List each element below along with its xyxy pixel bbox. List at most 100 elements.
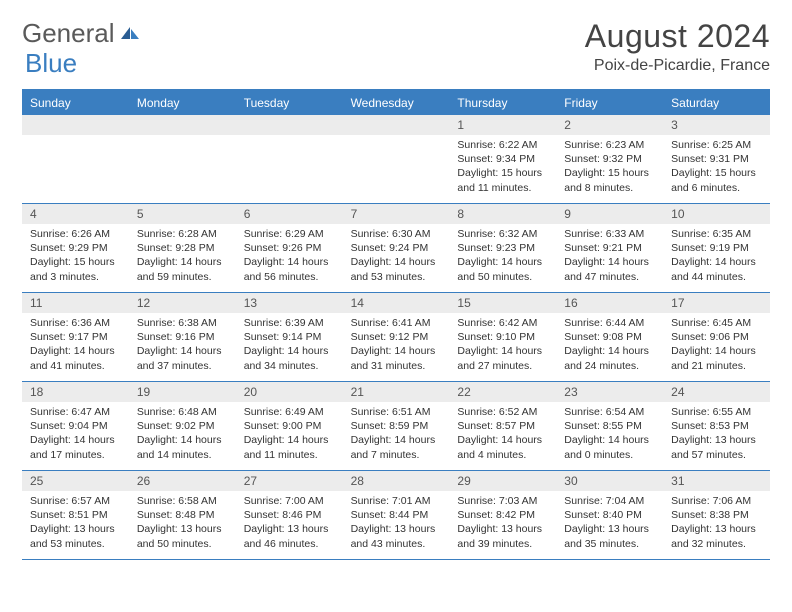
day-line-daylight2: and 50 minutes. <box>137 537 228 551</box>
day-body: Sunrise: 6:42 AMSunset: 9:10 PMDaylight:… <box>449 313 556 378</box>
day-line-daylight2: and 53 minutes. <box>351 270 442 284</box>
day-line-sunset: Sunset: 9:21 PM <box>564 241 655 255</box>
day-line-sunset: Sunset: 9:10 PM <box>457 330 548 344</box>
day-line-daylight1: Daylight: 14 hours <box>457 255 548 269</box>
day-number: 13 <box>236 293 343 313</box>
day-header-cell: Sunday <box>22 91 129 115</box>
day-line-daylight2: and 8 minutes. <box>564 181 655 195</box>
day-cell: 11Sunrise: 6:36 AMSunset: 9:17 PMDayligh… <box>22 293 129 381</box>
day-line-sunset: Sunset: 9:04 PM <box>30 419 121 433</box>
day-line-daylight1: Daylight: 14 hours <box>244 344 335 358</box>
day-line-sunset: Sunset: 8:46 PM <box>244 508 335 522</box>
day-line-daylight2: and 34 minutes. <box>244 359 335 373</box>
day-body: Sunrise: 6:57 AMSunset: 8:51 PMDaylight:… <box>22 491 129 556</box>
day-line-sunset: Sunset: 9:34 PM <box>457 152 548 166</box>
day-line-daylight1: Daylight: 13 hours <box>457 522 548 536</box>
day-body: Sunrise: 6:29 AMSunset: 9:26 PMDaylight:… <box>236 224 343 289</box>
day-cell: 15Sunrise: 6:42 AMSunset: 9:10 PMDayligh… <box>449 293 556 381</box>
day-body: Sunrise: 6:39 AMSunset: 9:14 PMDaylight:… <box>236 313 343 378</box>
day-line-daylight2: and 7 minutes. <box>351 448 442 462</box>
day-line-sunrise: Sunrise: 6:26 AM <box>30 227 121 241</box>
day-cell: 9Sunrise: 6:33 AMSunset: 9:21 PMDaylight… <box>556 204 663 292</box>
day-number: 29 <box>449 471 556 491</box>
day-cell: 28Sunrise: 7:01 AMSunset: 8:44 PMDayligh… <box>343 471 450 559</box>
day-line-daylight2: and 6 minutes. <box>671 181 762 195</box>
day-body: Sunrise: 6:58 AMSunset: 8:48 PMDaylight:… <box>129 491 236 556</box>
day-line-sunrise: Sunrise: 6:33 AM <box>564 227 655 241</box>
day-cell: 2Sunrise: 6:23 AMSunset: 9:32 PMDaylight… <box>556 115 663 203</box>
day-line-sunset: Sunset: 9:17 PM <box>30 330 121 344</box>
day-body: Sunrise: 6:49 AMSunset: 9:00 PMDaylight:… <box>236 402 343 467</box>
day-number: 15 <box>449 293 556 313</box>
day-line-sunset: Sunset: 9:31 PM <box>671 152 762 166</box>
day-number: 7 <box>343 204 450 224</box>
day-line-daylight2: and 39 minutes. <box>457 537 548 551</box>
day-number: 9 <box>556 204 663 224</box>
day-cell: 5Sunrise: 6:28 AMSunset: 9:28 PMDaylight… <box>129 204 236 292</box>
day-line-sunset: Sunset: 8:42 PM <box>457 508 548 522</box>
day-line-daylight2: and 57 minutes. <box>671 448 762 462</box>
day-line-sunrise: Sunrise: 6:22 AM <box>457 138 548 152</box>
day-line-daylight2: and 11 minutes. <box>244 448 335 462</box>
header: General August 2024 Poix-de-Picardie, Fr… <box>22 18 770 75</box>
day-body <box>129 135 236 143</box>
day-line-sunrise: Sunrise: 6:25 AM <box>671 138 762 152</box>
day-number: 25 <box>22 471 129 491</box>
day-line-sunrise: Sunrise: 6:45 AM <box>671 316 762 330</box>
day-number: 31 <box>663 471 770 491</box>
day-cell: 16Sunrise: 6:44 AMSunset: 9:08 PMDayligh… <box>556 293 663 381</box>
day-cell: 13Sunrise: 6:39 AMSunset: 9:14 PMDayligh… <box>236 293 343 381</box>
day-number: 19 <box>129 382 236 402</box>
day-line-daylight2: and 56 minutes. <box>244 270 335 284</box>
day-body <box>22 135 129 143</box>
month-title: August 2024 <box>585 18 770 55</box>
week-row: 1Sunrise: 6:22 AMSunset: 9:34 PMDaylight… <box>22 115 770 204</box>
day-number <box>343 115 450 135</box>
day-line-daylight1: Daylight: 14 hours <box>671 344 762 358</box>
week-row: 11Sunrise: 6:36 AMSunset: 9:17 PMDayligh… <box>22 293 770 382</box>
day-line-daylight1: Daylight: 14 hours <box>457 433 548 447</box>
day-number: 30 <box>556 471 663 491</box>
day-line-daylight2: and 46 minutes. <box>244 537 335 551</box>
day-body: Sunrise: 6:33 AMSunset: 9:21 PMDaylight:… <box>556 224 663 289</box>
day-cell: 12Sunrise: 6:38 AMSunset: 9:16 PMDayligh… <box>129 293 236 381</box>
day-number: 3 <box>663 115 770 135</box>
weeks-container: 1Sunrise: 6:22 AMSunset: 9:34 PMDaylight… <box>22 115 770 560</box>
day-line-daylight2: and 47 minutes. <box>564 270 655 284</box>
day-cell <box>129 115 236 203</box>
day-cell: 31Sunrise: 7:06 AMSunset: 8:38 PMDayligh… <box>663 471 770 559</box>
week-row: 4Sunrise: 6:26 AMSunset: 9:29 PMDaylight… <box>22 204 770 293</box>
day-line-sunset: Sunset: 9:02 PM <box>137 419 228 433</box>
day-line-daylight1: Daylight: 15 hours <box>30 255 121 269</box>
day-line-daylight1: Daylight: 13 hours <box>137 522 228 536</box>
day-number: 26 <box>129 471 236 491</box>
day-header-cell: Tuesday <box>236 91 343 115</box>
day-line-sunrise: Sunrise: 6:54 AM <box>564 405 655 419</box>
day-number: 8 <box>449 204 556 224</box>
day-line-daylight1: Daylight: 14 hours <box>137 344 228 358</box>
day-cell: 23Sunrise: 6:54 AMSunset: 8:55 PMDayligh… <box>556 382 663 470</box>
day-number: 22 <box>449 382 556 402</box>
day-line-sunrise: Sunrise: 6:32 AM <box>457 227 548 241</box>
day-number: 6 <box>236 204 343 224</box>
day-line-daylight2: and 3 minutes. <box>30 270 121 284</box>
day-number: 18 <box>22 382 129 402</box>
day-body: Sunrise: 7:04 AMSunset: 8:40 PMDaylight:… <box>556 491 663 556</box>
day-line-daylight1: Daylight: 14 hours <box>30 344 121 358</box>
day-line-sunrise: Sunrise: 6:44 AM <box>564 316 655 330</box>
day-cell <box>343 115 450 203</box>
day-line-daylight1: Daylight: 15 hours <box>671 166 762 180</box>
day-header-cell: Thursday <box>449 91 556 115</box>
day-line-sunrise: Sunrise: 6:57 AM <box>30 494 121 508</box>
day-line-sunset: Sunset: 8:44 PM <box>351 508 442 522</box>
day-line-daylight2: and 53 minutes. <box>30 537 121 551</box>
day-line-daylight1: Daylight: 13 hours <box>671 522 762 536</box>
day-body: Sunrise: 6:47 AMSunset: 9:04 PMDaylight:… <box>22 402 129 467</box>
day-cell: 24Sunrise: 6:55 AMSunset: 8:53 PMDayligh… <box>663 382 770 470</box>
day-line-sunset: Sunset: 9:23 PM <box>457 241 548 255</box>
day-cell: 3 Sunrise: 6:25 AMSunset: 9:31 PMDaylight… <box>663 115 770 203</box>
day-line-sunrise: Sunrise: 6:42 AM <box>457 316 548 330</box>
day-body: Sunrise: 6:23 AMSunset: 9:32 PMDaylight:… <box>556 135 663 200</box>
day-line-daylight2: and 11 minutes. <box>457 181 548 195</box>
day-line-sunrise: Sunrise: 6:55 AM <box>671 405 762 419</box>
